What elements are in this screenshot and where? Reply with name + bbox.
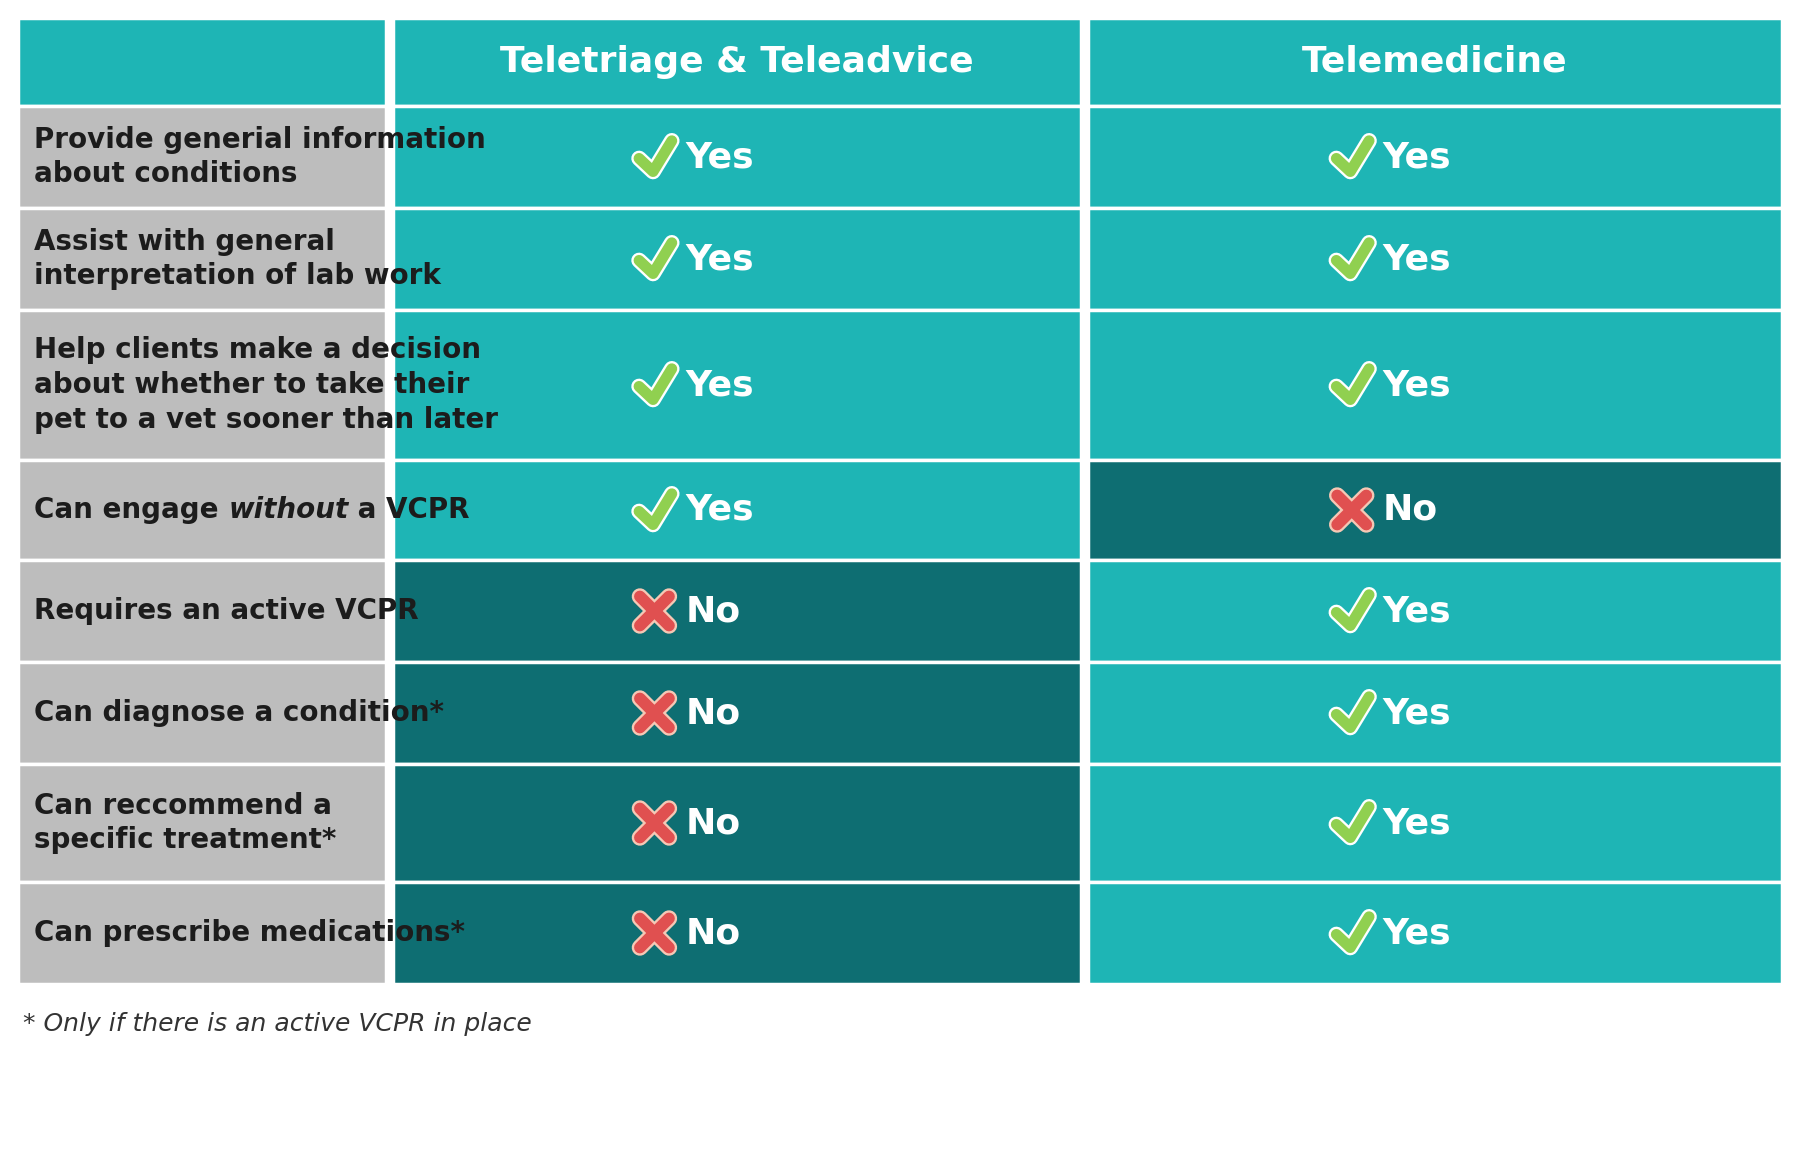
Bar: [392, 18, 1082, 106]
Text: Provide generial information
about conditions: Provide generial information about condi…: [34, 126, 486, 188]
Text: Yes: Yes: [1382, 140, 1451, 174]
Bar: [392, 460, 1082, 560]
Text: Yes: Yes: [1382, 594, 1451, 628]
Bar: [392, 882, 1082, 984]
Bar: [1087, 18, 1782, 106]
Bar: [18, 208, 385, 310]
Bar: [18, 764, 385, 882]
Bar: [392, 310, 1082, 460]
Text: Telemedicine: Telemedicine: [1301, 45, 1568, 79]
Bar: [392, 106, 1082, 208]
Text: without: without: [229, 495, 349, 524]
Text: Can engage: Can engage: [34, 495, 229, 524]
Bar: [1087, 208, 1782, 310]
Bar: [18, 18, 385, 106]
Text: a VCPR: a VCPR: [349, 495, 470, 524]
Text: Yes: Yes: [686, 367, 754, 402]
Bar: [18, 662, 385, 764]
Text: Help clients make a decision
about whether to take their
pet to a vet sooner tha: Help clients make a decision about wheth…: [34, 337, 499, 433]
Text: Can diagnose a condition*: Can diagnose a condition*: [34, 699, 445, 727]
Text: Can prescribe medications*: Can prescribe medications*: [34, 919, 464, 947]
Text: No: No: [686, 696, 740, 730]
Bar: [1087, 310, 1782, 460]
Bar: [18, 560, 385, 662]
Text: Yes: Yes: [686, 493, 754, 527]
Bar: [392, 764, 1082, 882]
Text: Assist with general
interpretation of lab work: Assist with general interpretation of la…: [34, 228, 441, 290]
Bar: [18, 460, 385, 560]
Bar: [1087, 460, 1782, 560]
Text: No: No: [686, 807, 740, 841]
Bar: [392, 560, 1082, 662]
Text: * Only if there is an active VCPR in place: * Only if there is an active VCPR in pla…: [23, 1012, 531, 1035]
Bar: [1087, 560, 1782, 662]
Text: Can reccommend a
specific treatment*: Can reccommend a specific treatment*: [34, 791, 337, 855]
Text: Requires an active VCPR: Requires an active VCPR: [34, 598, 419, 625]
Bar: [18, 882, 385, 984]
Text: Yes: Yes: [1382, 242, 1451, 276]
Bar: [1087, 662, 1782, 764]
Bar: [1087, 882, 1782, 984]
Bar: [1087, 106, 1782, 208]
Text: No: No: [686, 594, 740, 628]
Text: Yes: Yes: [686, 242, 754, 276]
Text: Yes: Yes: [1382, 367, 1451, 402]
Text: Yes: Yes: [1382, 916, 1451, 950]
Bar: [18, 310, 385, 460]
Bar: [392, 662, 1082, 764]
Text: Yes: Yes: [1382, 807, 1451, 841]
Text: No: No: [686, 916, 740, 950]
Text: Teletriage & Teleadvice: Teletriage & Teleadvice: [500, 45, 974, 79]
Text: No: No: [1382, 493, 1438, 527]
Bar: [18, 106, 385, 208]
Bar: [1087, 764, 1782, 882]
Bar: [392, 208, 1082, 310]
Text: Yes: Yes: [686, 140, 754, 174]
Text: Yes: Yes: [1382, 696, 1451, 730]
